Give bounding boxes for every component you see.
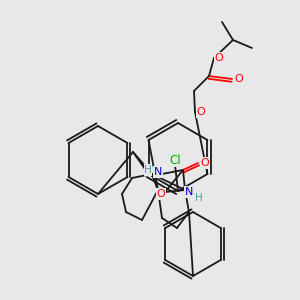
- Text: O: O: [214, 53, 224, 63]
- Text: H: H: [144, 165, 152, 175]
- Text: O: O: [157, 189, 165, 199]
- Text: Cl: Cl: [169, 154, 181, 166]
- Text: O: O: [235, 74, 243, 84]
- Text: O: O: [201, 158, 209, 168]
- Text: N: N: [154, 167, 162, 177]
- Text: O: O: [196, 107, 206, 117]
- Text: N: N: [185, 187, 193, 197]
- Text: H: H: [195, 193, 203, 203]
